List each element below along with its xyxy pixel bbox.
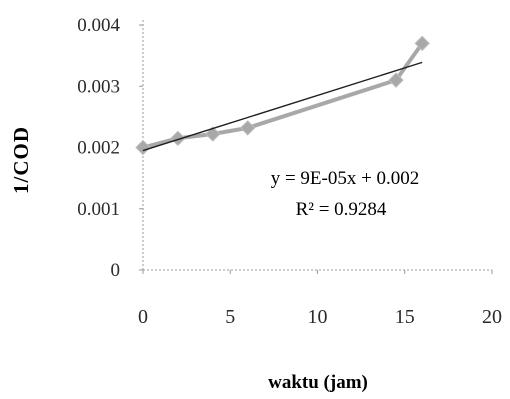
y-tick-label: 0.001 <box>77 199 120 220</box>
series-layer <box>135 35 430 156</box>
x-tick-label: 0 <box>138 306 148 328</box>
trendline <box>142 61 423 152</box>
x-tick-label: 5 <box>225 306 235 328</box>
x-tick-label: 20 <box>482 306 502 328</box>
y-axis-label: 1/COD <box>9 126 33 194</box>
data-point-marker <box>414 35 430 52</box>
y-tick-label: 0.004 <box>77 15 120 36</box>
x-tick-label: 15 <box>395 306 415 328</box>
data-point-marker <box>388 72 404 88</box>
series-line <box>141 41 425 150</box>
data-point-marker <box>205 126 221 142</box>
r-squared-label: R² = 0.9284 <box>296 199 387 220</box>
y-tick-label: 0 <box>111 260 121 281</box>
x-tick-label: 10 <box>308 306 328 328</box>
chart-axes <box>139 20 493 274</box>
data-point-marker <box>135 139 151 156</box>
y-tick-labels: 0 0.001 0.002 0.003 0.004 <box>77 15 120 281</box>
x-tick-labels: 0 5 10 15 20 <box>138 306 502 328</box>
y-tick-label: 0.003 <box>77 76 120 97</box>
trendline-layer <box>142 61 423 152</box>
trendline-equation: y = 9E-05x + 0.002 <box>271 168 420 189</box>
x-axis-label: waktu (jam) <box>268 372 368 393</box>
data-point-marker <box>239 120 256 136</box>
y-tick-label: 0.002 <box>77 138 120 159</box>
data-point-marker <box>170 130 186 147</box>
